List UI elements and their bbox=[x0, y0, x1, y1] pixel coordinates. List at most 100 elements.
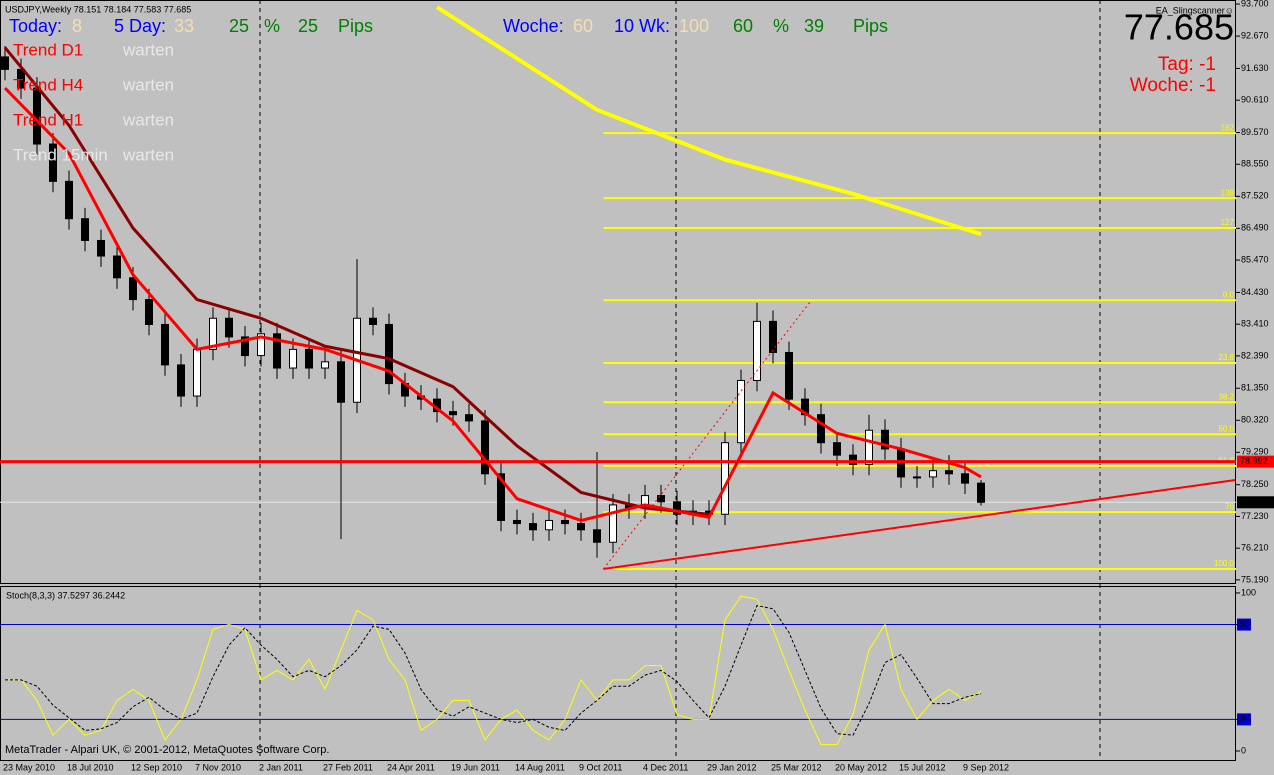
candle-body bbox=[81, 218, 89, 241]
candle-body bbox=[225, 317, 233, 338]
candle-body bbox=[817, 414, 825, 444]
x-tick-label: 14 Aug 2011 bbox=[515, 762, 565, 772]
candle-body bbox=[865, 429, 873, 465]
fib-label: 23.6 bbox=[1218, 353, 1234, 362]
info-text: 60 bbox=[733, 16, 753, 36]
candle-body bbox=[337, 361, 345, 403]
x-tick-label: 15 Jul 2012 bbox=[899, 762, 946, 772]
x-tick-label: 18 Jul 2010 bbox=[67, 762, 114, 772]
info-text: 60 bbox=[573, 16, 593, 36]
x-tick-label: 23 May 2010 bbox=[3, 762, 55, 772]
level-box bbox=[1237, 713, 1251, 726]
candle-body bbox=[737, 379, 745, 444]
x-tick-label: 4 Dec 2011 bbox=[643, 762, 688, 772]
x-tick-label: 7 Nov 2010 bbox=[195, 762, 241, 772]
y-tick-label: 88.550 bbox=[1241, 159, 1269, 169]
y-tick-label: 75.190 bbox=[1241, 574, 1269, 584]
candle-body bbox=[49, 143, 57, 182]
candle-body bbox=[753, 320, 761, 381]
fib-label: 76 bbox=[1225, 502, 1234, 511]
y-tick-label: 92.670 bbox=[1241, 30, 1269, 40]
candle-body bbox=[913, 476, 921, 479]
candle-body bbox=[769, 320, 777, 353]
candle-body bbox=[881, 429, 889, 450]
fib-label: 0.0 bbox=[1223, 290, 1235, 299]
x-tick-label: 24 Apr 2011 bbox=[387, 762, 435, 772]
candle-body bbox=[257, 333, 265, 357]
overlay: 93.700 92.670 91.630 90.610 89.570 88.550 87.5… bbox=[3, 0, 1274, 772]
trend-label: Trend 15min bbox=[13, 145, 108, 164]
info-text: Woche: bbox=[503, 16, 564, 36]
fib-trend bbox=[603, 299, 812, 570]
candle-body bbox=[833, 442, 841, 456]
level-box-label: 20 bbox=[1239, 714, 1249, 724]
y-tick-label: 81.350 bbox=[1241, 383, 1269, 393]
x-tick-label: 25 Mar 2012 bbox=[771, 762, 822, 772]
y-tick-label: 0 bbox=[1241, 745, 1246, 755]
level-box-label: 80 bbox=[1239, 619, 1249, 629]
price-panel bbox=[0, 0, 1236, 584]
y-tick-label: 78.250 bbox=[1241, 479, 1269, 489]
candle-body bbox=[465, 414, 473, 422]
candle-body bbox=[961, 473, 969, 484]
moving-average bbox=[435, 5, 982, 237]
candle-body bbox=[209, 317, 217, 350]
info-text: 25 bbox=[298, 16, 318, 36]
candle-body bbox=[977, 482, 985, 503]
info-text: 25 bbox=[229, 16, 249, 36]
x-tick-label: 9 Oct 2011 bbox=[579, 762, 622, 772]
candle-body bbox=[193, 348, 201, 397]
candle-body bbox=[785, 351, 793, 400]
ea-tag: Tag: -1 bbox=[1158, 54, 1216, 75]
fib-label: 138 bbox=[1221, 188, 1235, 197]
candle-body bbox=[65, 180, 73, 220]
candle-body bbox=[945, 470, 953, 475]
x-tick-label: 2 Jan 2011 bbox=[259, 762, 303, 772]
fib-label: 127 bbox=[1221, 218, 1235, 227]
y-tick-label: 82.390 bbox=[1241, 350, 1269, 360]
moving-average bbox=[3, 46, 710, 516]
info-text: Today: bbox=[9, 16, 62, 36]
fib-label: 50.0 bbox=[1218, 424, 1234, 433]
candle-body bbox=[321, 361, 329, 369]
trend-status: warten bbox=[122, 110, 174, 129]
y-tick-label: 93.700 bbox=[1241, 0, 1269, 8]
info-text: 39 bbox=[804, 16, 824, 36]
ea-price: 77.685 bbox=[1124, 7, 1234, 48]
info-text: Pips bbox=[853, 16, 888, 36]
info-text: % bbox=[773, 16, 789, 36]
candle-body bbox=[929, 470, 937, 478]
info-text: 5 Day: bbox=[114, 16, 166, 36]
moving-average bbox=[3, 86, 982, 523]
candle-body bbox=[369, 317, 377, 325]
candle-body bbox=[241, 336, 249, 357]
info-text: 8 bbox=[72, 16, 82, 36]
trend-status: warten bbox=[122, 40, 174, 59]
y-tick-label: 83.410 bbox=[1241, 319, 1269, 329]
ea-woche: Woche: -1 bbox=[1130, 75, 1216, 96]
price-box-label: 78.992 bbox=[1240, 456, 1268, 466]
stoch-line bbox=[5, 595, 982, 746]
candle-body bbox=[113, 255, 121, 279]
price-box bbox=[1237, 496, 1274, 509]
level-box bbox=[1237, 618, 1251, 631]
y-tick-label: 76.210 bbox=[1241, 543, 1269, 553]
candle-body bbox=[609, 504, 617, 543]
x-tick-label: 20 May 2012 bbox=[835, 762, 887, 772]
trend-label: Trend D1 bbox=[13, 40, 83, 59]
y-tick-label: 79.290 bbox=[1241, 447, 1269, 457]
price-box bbox=[1237, 455, 1274, 468]
candle-body bbox=[385, 323, 393, 385]
y-tick-label: 84.430 bbox=[1241, 287, 1269, 297]
candle-body bbox=[161, 323, 169, 366]
stoch-panel bbox=[0, 586, 1236, 761]
chart-title: USDJPY,Weekly 78.151 78.184 77.583 77.68… bbox=[5, 4, 191, 14]
candle-body bbox=[497, 473, 505, 521]
ea-name: EA_Slingscanner☺ bbox=[1156, 5, 1234, 15]
footer: MetaTrader - Alpari UK, © 2001-2012, Met… bbox=[5, 744, 329, 756]
candle-body bbox=[97, 239, 105, 257]
info-text: % bbox=[264, 16, 280, 36]
